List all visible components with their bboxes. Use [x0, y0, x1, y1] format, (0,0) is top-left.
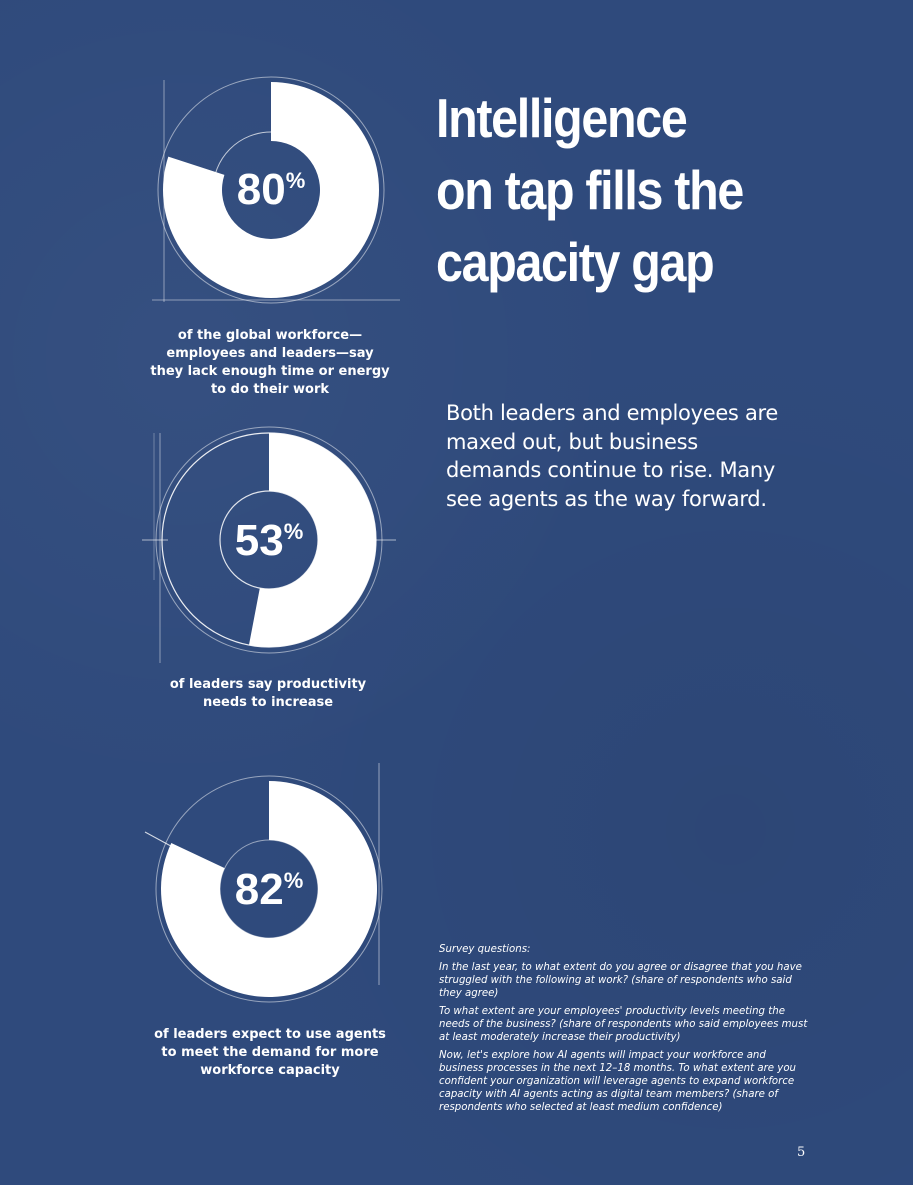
- donut-chart-80: 80%: [152, 76, 400, 304]
- stat-value-82: 82: [235, 865, 284, 914]
- outer-ring: [155, 775, 383, 1003]
- survey-question-3: Now, let's explore how AI agents will im…: [439, 1050, 797, 1113]
- donut-chart-53: 53%: [142, 426, 396, 663]
- stat-unit-53: %: [284, 519, 304, 544]
- intro-text: Both leaders and employees are maxed out…: [446, 401, 779, 511]
- svg-text:82%: 82%: [235, 865, 304, 914]
- stat-unit-80: %: [286, 168, 306, 193]
- stat-value-53: 53: [235, 516, 284, 565]
- outer-ring: [157, 76, 385, 304]
- donut-chart-82: 82%: [144, 763, 383, 1003]
- outer-ring: [155, 426, 383, 654]
- title-line-1: Intelligence: [436, 87, 688, 149]
- survey-questions: Survey questions: In the last year, to w…: [439, 943, 809, 1119]
- page-number: 5: [797, 1145, 806, 1160]
- donut-arc-53: [248, 433, 377, 647]
- stat-caption-82: of leaders expect to use agents to meet …: [154, 1027, 386, 1078]
- title-line-3: capacity gap: [436, 231, 715, 293]
- donut-arc-80: [163, 82, 379, 298]
- svg-text:53%: 53%: [235, 516, 304, 565]
- survey-heading: Survey questions:: [439, 944, 531, 955]
- stat-caption-53: of leaders say productivity needs to inc…: [169, 677, 367, 710]
- stat-caption-80: of the global workforce—employees and le…: [150, 328, 390, 397]
- survey-question-1: In the last year, to what extent do you …: [439, 962, 802, 999]
- title-line-2: on tap fills the: [436, 159, 744, 221]
- page-title: Intelligence on tap fills the capacity g…: [436, 82, 823, 298]
- survey-question-2: To what extent are your employees' produ…: [439, 1006, 808, 1043]
- stat-unit-82: %: [284, 868, 304, 893]
- svg-text:80%: 80%: [237, 165, 306, 214]
- stat-value-80: 80: [237, 165, 286, 214]
- donut-arc-82: [161, 781, 377, 997]
